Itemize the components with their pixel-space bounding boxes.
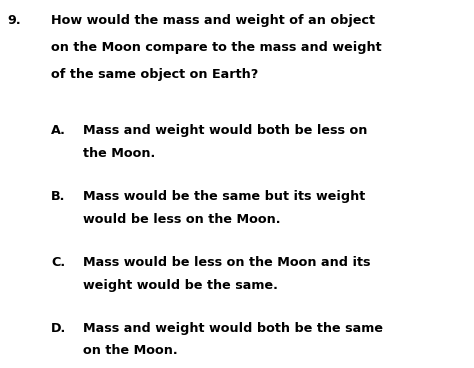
Text: C.: C. [51,256,65,269]
Text: B.: B. [51,190,65,203]
Text: of the same object on Earth?: of the same object on Earth? [51,68,258,81]
Text: D.: D. [51,322,66,335]
Text: How would the mass and weight of an object: How would the mass and weight of an obje… [51,14,375,27]
Text: on the Moon compare to the mass and weight: on the Moon compare to the mass and weig… [51,41,382,54]
Text: Mass would be less on the Moon and its: Mass would be less on the Moon and its [83,256,371,269]
Text: Mass and weight would both be less on: Mass and weight would both be less on [83,124,367,137]
Text: A.: A. [51,124,66,137]
Text: the Moon.: the Moon. [83,147,155,160]
Text: 9.: 9. [8,14,21,27]
Text: weight would be the same.: weight would be the same. [83,279,278,291]
Text: on the Moon.: on the Moon. [83,344,178,357]
Text: Mass would be the same but its weight: Mass would be the same but its weight [83,190,365,203]
Text: Mass and weight would both be the same: Mass and weight would both be the same [83,322,383,335]
Text: would be less on the Moon.: would be less on the Moon. [83,213,281,226]
